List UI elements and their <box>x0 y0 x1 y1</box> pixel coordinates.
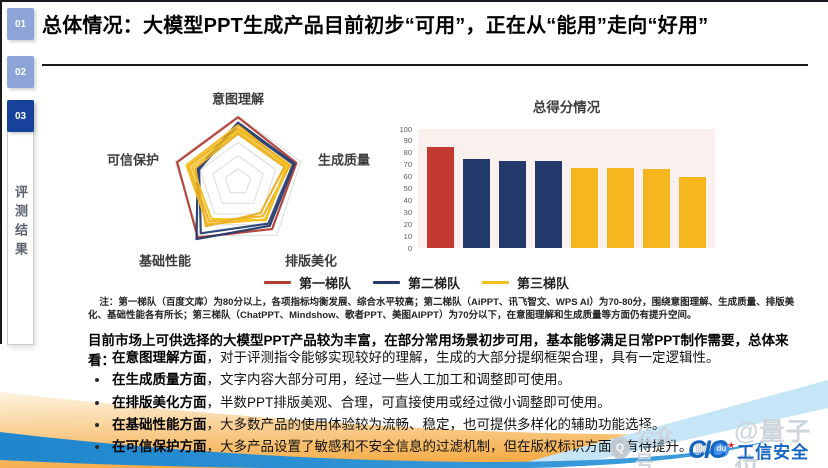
org-logo-name: 工信安全 <box>737 443 810 462</box>
bar-product-8 <box>679 176 706 248</box>
y-tick-0: 0 <box>407 243 412 253</box>
bar-product-2 <box>463 158 490 248</box>
bullet-lead: 在生成质量方面 <box>112 372 207 388</box>
qbit-logo-icon: Q <box>610 437 630 459</box>
frame-left-edge <box>0 0 2 344</box>
tier1-line-swatch <box>264 281 291 284</box>
bullet-intent: 在意图理解方面，对于评测指令能够实现较好的理解，生成的大部分提纲框架合理，具有一… <box>88 349 816 367</box>
bar-product-3 <box>499 161 526 248</box>
bullet-lead: 在意图理解方面 <box>112 350 207 365</box>
y-tick-60: 60 <box>403 172 412 182</box>
bullet-text: ，大多数产品的使用体验较为流畅、稳定，也可提供多样化的辅助功能选择。 <box>206 416 666 432</box>
bar-product-6 <box>607 168 634 248</box>
radar-axis-trust: 可信保护 <box>106 152 160 168</box>
bar-chart: 总得分情况 0 10 20 30 40 50 60 70 80 90 100 <box>392 94 724 259</box>
logo-star-icon: ★ <box>727 440 736 450</box>
bullet-dot <box>95 356 99 360</box>
legend-item-tier3: 第三梯队 <box>482 273 569 292</box>
legend-item-tier2: 第二梯队 <box>373 273 460 292</box>
bullet-layout: 在排版美化方面，半数PPT排版美观、合理，可直接使用或经过微小调整即可使用。 <box>88 394 816 412</box>
radar-axis-performance: 基础性能 <box>138 253 192 269</box>
org-logo: CIC ★ 工信安全 <box>688 436 809 465</box>
tier-note: 注：第一梯队（百度文库）为80分以上，各项指标均衡发展、综合水平较高；第二梯队（… <box>88 297 795 321</box>
y-tick-10: 10 <box>403 231 412 241</box>
tier2-label: 第二梯队 <box>408 276 461 291</box>
bullet-text: ，对于评测指令能够实现较好的理解，生成的大部分提纲框架合理，具有一定逻辑性。 <box>206 350 720 365</box>
bullet-text: ，文字内容大部分可用，经过一些人工加工和调整即可使用。 <box>206 372 572 388</box>
bar-product-4 <box>535 161 562 248</box>
radar-axis-layout: 排版美化 <box>284 253 338 269</box>
frame-top-edge <box>0 0 828 2</box>
y-tick-80: 80 <box>403 148 412 158</box>
bullet-dot <box>95 400 99 405</box>
y-tick-30: 30 <box>403 207 412 217</box>
bullet-lead: 在排版美化方面 <box>112 394 207 410</box>
bullet-dot <box>95 422 99 427</box>
radar-axis-quality: 生成质量 <box>317 152 371 168</box>
y-tick-100: 100 <box>399 124 412 134</box>
watermark-prefix: 公众号 <box>634 426 675 468</box>
y-tick-90: 90 <box>403 136 412 146</box>
radar-axis-intent: 意图理解 <box>211 91 265 107</box>
org-logo-abbr: CIC <box>688 436 727 464</box>
bullet-text: ，半数PPT排版美观、合理，可直接使用或经过微小调整即可使用。 <box>206 394 611 410</box>
sidebar-section-panel: 评测结果 <box>7 100 34 345</box>
sidebar-item-03-active[interactable]: 03 <box>7 100 34 132</box>
sidebar-item-01[interactable]: 01 <box>7 8 34 40</box>
y-tick-20: 20 <box>403 219 412 229</box>
bar-chart-title: 总得分情况 <box>532 100 601 115</box>
bullet-dot <box>95 378 99 383</box>
page-title: 总体情况：大模型PPT生成产品目前初步“可用”，正在从“能用”走向“好用” <box>42 15 709 37</box>
y-tick-40: 40 <box>403 195 412 205</box>
radar-chart: 意图理解 生成质量 排版美化 基础性能 可信保护 <box>100 88 385 273</box>
tier3-line-swatch <box>482 281 510 284</box>
y-tick-70: 70 <box>403 160 412 170</box>
bullet-dot <box>95 445 99 450</box>
summary-intro: 目前市场上可供选择的大模型PPT产品较为丰富，在部分常用场景初步可用，基本能够满… <box>88 333 789 368</box>
tier3-label: 第三梯队 <box>517 276 570 291</box>
bar-product-7 <box>643 169 670 248</box>
radar-plot <box>174 115 302 241</box>
sidebar-section-label: 评测结果 <box>13 184 28 261</box>
legend-item-tier1: 第一梯队 <box>264 273 351 292</box>
bullet-quality: 在生成质量方面，文字内容大部分可用，经过一些人工加工和调整即可使用。 <box>88 371 816 389</box>
chart-legend: 第一梯队 第二梯队 第三梯队 <box>264 273 569 292</box>
bar-plot <box>418 129 715 248</box>
bar-product-5 <box>571 168 598 248</box>
bullet-lead: 在基础性能方面 <box>112 416 207 432</box>
title-underline <box>42 64 808 66</box>
tier2-line-swatch <box>373 281 401 284</box>
sidebar-item-02[interactable]: 02 <box>7 56 34 88</box>
bullet-lead: 在可信保护方面 <box>112 439 207 455</box>
bar-product-1 <box>427 146 454 248</box>
y-tick-50: 50 <box>403 184 412 193</box>
tier1-label: 第一梯队 <box>299 276 352 291</box>
